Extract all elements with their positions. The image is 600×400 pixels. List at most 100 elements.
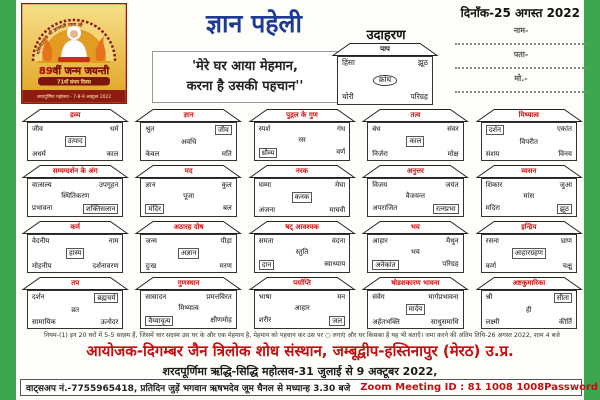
house-word: प्रमत्तविरत xyxy=(206,293,232,301)
house-word: ही xyxy=(526,306,532,315)
house-roof: षट् आवश्यक xyxy=(247,221,357,234)
house-word: कुल xyxy=(221,181,232,189)
house-word: स्वाध्याय xyxy=(324,259,346,268)
house-word: सामायिक xyxy=(32,317,56,326)
mataji-face xyxy=(70,30,78,38)
example-word: हिंसा xyxy=(342,58,355,67)
house-category-label: तप xyxy=(71,279,80,287)
house-word: काल xyxy=(106,149,119,158)
house-word: केवल xyxy=(145,149,160,158)
house-roof: अष्टकुमारिका xyxy=(474,277,584,290)
house-category-label: द्रव्य xyxy=(70,111,81,119)
date-label: दिनाँक-25 अगस्त 2022 xyxy=(460,6,580,20)
house-body: समता वंदना स्तुति दान स्वाध्याय xyxy=(253,234,351,273)
house-word: विजय xyxy=(372,181,388,189)
house-word: बंध xyxy=(372,125,381,133)
house-category-label: ज्ञान xyxy=(183,111,194,119)
house-roof: नरक xyxy=(247,165,357,178)
rules-text: नियम-(1) इन 20 घरों में 5-5 सदस्य हैं, ज… xyxy=(44,332,560,339)
puzzle-house-20: अष्टकुमारिका श्री सीता ही लक्ष्मी कीर्ति xyxy=(474,277,584,329)
zoom-password: Password : 1008 xyxy=(544,382,600,393)
mobile-field[interactable]: मो.- xyxy=(455,74,587,93)
quote-line-1: 'मेरे घर आया मेहमान, xyxy=(192,58,298,74)
name-write-line[interactable] xyxy=(455,36,587,45)
puzzle-house-1: द्रव्य जीव धर्म उत्पाद अधर्म काल xyxy=(20,109,130,161)
house-word-boxed-guest: वैय्यावृत्य xyxy=(145,315,174,326)
red-seat xyxy=(58,57,90,62)
house-word: जुआ xyxy=(559,181,572,189)
house-word: जीव xyxy=(32,125,43,133)
house-word: माघवी xyxy=(329,205,346,214)
house-word: पीड़ा xyxy=(220,237,232,245)
house-body: घम्मा मेघा कनक अंजना माघवी xyxy=(253,178,351,217)
puzzle-house-10: व्यसन शिकार जुआ मांस मदिरा झूठ xyxy=(474,165,584,217)
house-word: मदिरा xyxy=(485,203,500,212)
house-word-boxed-guest: दर्शन xyxy=(485,125,504,136)
house-word: शिकार xyxy=(485,181,503,189)
house-body: जन्म पीड़ा अज्ञान दुःख मरण xyxy=(140,234,237,273)
puzzle-house-13: षट् आवश्यक समता वंदना स्तुति दान स्वाध्य… xyxy=(247,221,357,273)
house-roof: व्यसन xyxy=(474,165,584,178)
house-roof: मिथ्यात्व xyxy=(474,109,584,122)
house-roof: गुणस्थान xyxy=(133,277,243,290)
house-roof: तत्व xyxy=(360,109,470,122)
house-word: घ्राण xyxy=(560,237,572,245)
house-word: धर्म xyxy=(109,125,119,133)
house-word-boxed-guest: हास्य xyxy=(66,248,85,259)
mataji-figure xyxy=(60,39,88,61)
puzzle-house-11: कर्म वेदनीय नाम हास्य मोहनीय दर्शनावरण xyxy=(20,221,130,273)
example-category-label: पाप xyxy=(380,45,390,53)
house-category-label: गुणस्थान xyxy=(177,279,200,287)
house-word: वैजयन्त xyxy=(405,192,426,201)
house-word: श्रुत xyxy=(145,125,155,133)
right-green-border xyxy=(584,0,600,400)
address-field[interactable]: पता- xyxy=(455,50,587,69)
mobile-label: मो.- xyxy=(514,74,528,83)
house-body: सासादन प्रमत्तविरत मिथ्यात्व वैय्यावृत्य… xyxy=(140,290,237,329)
flame-right-icon xyxy=(95,36,106,61)
house-word-boxed-guest: उत्पाद xyxy=(64,136,86,147)
puzzle-house-18: पर्याप्ति भाषा मन आहार शरीर जल xyxy=(247,277,357,329)
address-write-line[interactable] xyxy=(455,60,587,69)
house-word: मिथ्यात्व xyxy=(178,304,199,313)
house-word: पूजा xyxy=(183,192,195,201)
house-category-label: अष्टकुमारिका xyxy=(512,279,546,287)
house-body: बंध संवर काल निर्जरा मोक्ष xyxy=(367,122,464,161)
organizer-line: आयोजक-दिगम्बर जैन त्रिलोक शोध संस्थान, ज… xyxy=(86,342,514,360)
house-word: प्रभावना xyxy=(32,203,53,212)
name-field[interactable]: नाम- xyxy=(455,26,587,45)
name-label: नाम- xyxy=(513,26,529,35)
house-category-label: व्यसन xyxy=(521,167,537,175)
house-roof: भय xyxy=(360,221,470,234)
house-word-boxed-guest: अज्ञान xyxy=(177,248,200,259)
logo-arch-ring xyxy=(32,19,116,62)
house-word: एकांत xyxy=(556,125,572,133)
house-word: जयंत xyxy=(445,181,459,189)
house-word-boxed-guest: दान xyxy=(258,259,275,270)
house-word: कर्ण xyxy=(485,261,497,270)
house-category-label: षोडशकारण भावना xyxy=(391,279,440,287)
logo-line1: 89वीं जन्म जयन्ती xyxy=(39,64,110,77)
house-word-boxed-guest: रत्नप्रभा xyxy=(432,203,459,214)
house-word: अपराजित xyxy=(372,203,398,212)
house-word: मोक्ष xyxy=(447,149,459,158)
house-word: ऊनोदर xyxy=(100,317,119,326)
flame-left-icon xyxy=(42,36,53,61)
house-category-label: तत्व xyxy=(410,111,421,119)
festival-line: शरदपूर्णिमा ऋद्धि-सिद्धि महोत्सव-31 जुला… xyxy=(162,365,438,378)
house-word: परिग्रह xyxy=(442,259,459,268)
house-word-boxed-guest: काल xyxy=(406,136,425,147)
house-body: आहार मैथुन भय अनेकांत परिग्रह xyxy=(367,234,464,273)
house-word: वात्सल्य xyxy=(32,181,52,189)
house-word: विनय xyxy=(558,149,572,158)
house-roof: अठारह दोष xyxy=(133,221,243,234)
house-word: आहार xyxy=(372,237,388,245)
logo-bottom-band xyxy=(22,90,126,103)
house-word: भाषा xyxy=(258,293,272,301)
mobile-write-line[interactable] xyxy=(455,84,587,93)
puzzle-house-8: नरक घम्मा मेघा कनक अंजना माघवी xyxy=(247,165,357,217)
house-word-boxed-guest: ब्रह्मचर्य xyxy=(94,293,119,304)
address-label: पता- xyxy=(513,50,529,59)
puzzle-house-3: पुद्गल के गुण स्पर्श गंध रस ध्रौव्य वर्ण xyxy=(247,109,357,161)
page-title: ज्ञान पहेली xyxy=(206,9,302,38)
